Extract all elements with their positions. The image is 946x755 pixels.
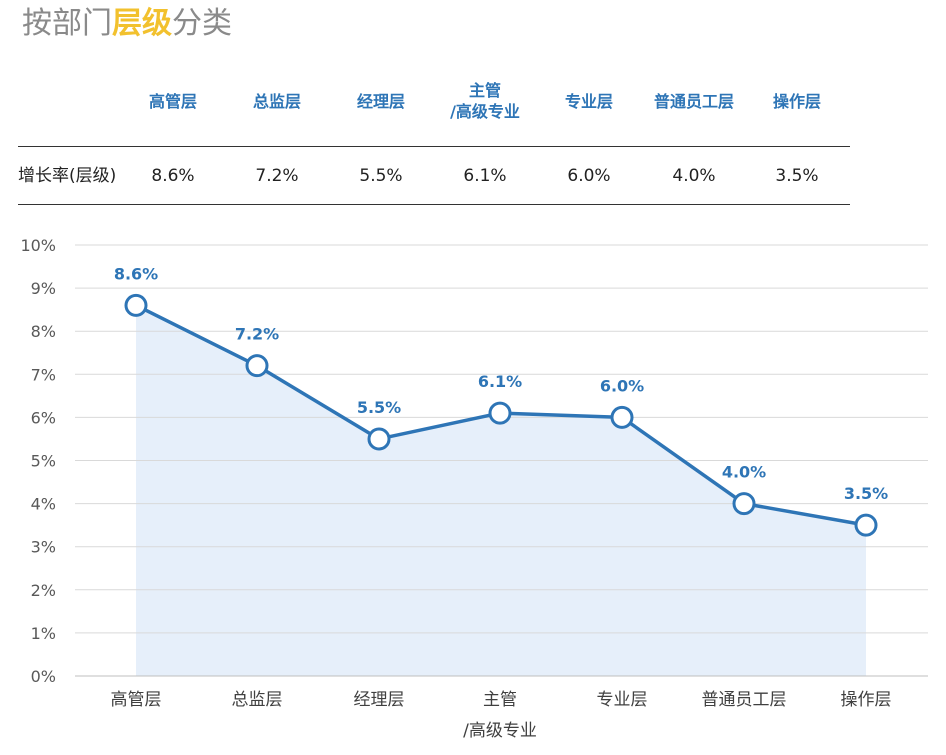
table-top-rule [18,146,850,147]
x-tick-label: 总监层 [232,690,283,710]
area-fill [136,305,866,676]
table-value-1: 8.6% [151,166,195,186]
table-header-6: 普通员工层 [653,92,735,111]
data-point [124,293,148,317]
table-value-5: 6.0% [567,166,611,186]
page-title: 按部门层级分类 [22,4,232,44]
y-tick-label: 6% [31,408,56,427]
x-tick-label: 经理层 [354,690,405,710]
table-value-4: 6.1% [463,166,507,186]
table-header-7: 操作层 [772,92,822,111]
table-header-line1: 主管 [468,81,502,100]
data-point [367,427,391,451]
table-value-7: 3.5% [775,166,819,186]
data-label: 5.5% [357,398,401,417]
data-point [732,492,756,516]
x-tick-label: /高级专业 [463,721,537,741]
data-point [488,401,512,425]
data-point [245,354,269,378]
table-header-4: 主管/高级专业 [450,80,520,122]
data-label: 7.2% [235,325,279,344]
data-label: 6.1% [478,372,522,391]
y-tick-label: 3% [31,538,56,557]
table-header-3: 经理层 [356,92,406,111]
table-header-1: 高管层 [148,92,198,111]
table-value-2: 7.2% [255,166,299,186]
table-header-2: 总监层 [252,92,302,111]
x-tick-label: 主管 [483,690,517,710]
y-tick-label: 1% [31,624,56,643]
table-value-3: 5.5% [359,166,403,186]
title-highlight: 层级 [112,6,172,41]
data-label: 6.0% [600,376,644,395]
y-tick-label: 10% [20,236,56,255]
data-label: 4.0% [722,463,766,482]
x-tick-label: 专业层 [597,690,648,710]
data-point [854,513,878,537]
y-tick-label: 4% [31,495,56,514]
table-header-line2: /高级专业 [450,102,520,121]
y-tick-label: 2% [31,581,56,600]
y-tick-label: 8% [31,322,56,341]
y-tick-label: 0% [31,667,56,686]
table-row-label: 增长率(层级) [18,166,117,186]
title-prefix: 按部门 [22,6,112,41]
data-label: 8.6% [114,264,158,283]
title-suffix: 分类 [172,6,232,41]
x-tick-label: 操作层 [841,690,892,710]
y-tick-label: 9% [31,279,56,298]
x-tick-label: 高管层 [111,690,162,710]
table-value-6: 4.0% [672,166,716,186]
table-header-5: 专业层 [564,92,614,111]
y-tick-label: 7% [31,365,56,384]
data-point [610,405,634,429]
table-bottom-rule [18,204,850,205]
data-label: 3.5% [844,484,888,503]
y-tick-label: 5% [31,452,56,471]
x-tick-label: 普通员工层 [702,690,787,710]
